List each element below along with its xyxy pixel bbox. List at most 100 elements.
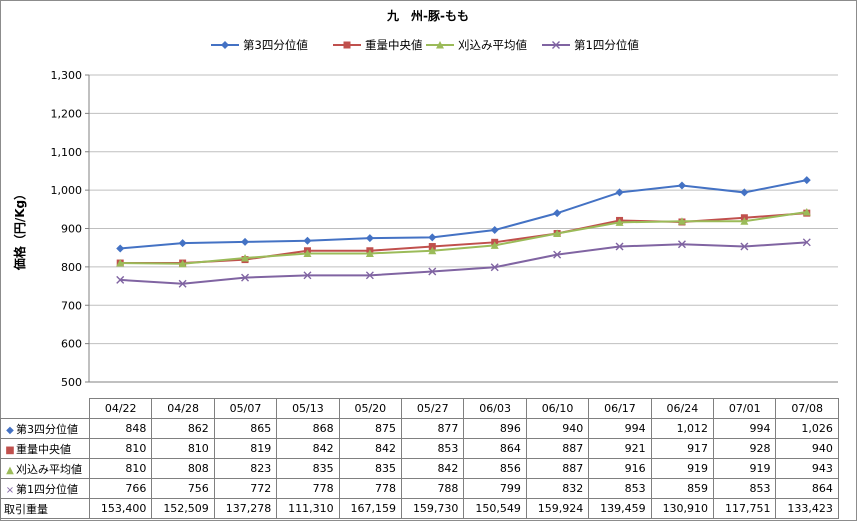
data-point: [178, 279, 187, 288]
data-label: 864: [463, 438, 527, 459]
data-label: 772: [213, 478, 278, 499]
legend-marker: [552, 41, 560, 49]
table-row: 取引重量 153,400 152,509 137,278 111,310 167,159 1…: [0, 498, 839, 519]
legend-marker: [436, 41, 444, 49]
data-label: 862: [151, 418, 215, 439]
data-label: 853: [401, 438, 465, 459]
y-axis-label: 価格（円/Kg）: [12, 188, 27, 271]
data-label: 133,423: [775, 498, 839, 519]
legend-marker: [343, 41, 351, 49]
data-point: [303, 236, 312, 245]
data-label: 153,400: [88, 498, 153, 519]
data-point: [740, 217, 749, 225]
legend-item: 重量中央値: [333, 38, 423, 52]
data-label: 819: [213, 438, 278, 459]
data-point: [740, 188, 749, 197]
y-axis: 500 600 700 800 900 1,000 1,100 1,200 1,300: [51, 69, 838, 389]
data-label: 856: [463, 458, 527, 479]
data-label: 848: [88, 418, 153, 439]
x-tick-label: 05/13: [276, 398, 340, 419]
data-label: 919: [650, 458, 715, 479]
data-point: [615, 218, 624, 226]
data-label: 810: [88, 458, 153, 479]
row-header: ◆ 第3四分位値: [0, 418, 90, 439]
row-marker-icon: ◆: [6, 424, 14, 436]
series-line: [120, 241, 807, 285]
data-label: 921: [588, 438, 652, 459]
table-corner: [0, 398, 90, 419]
data-label: 842: [338, 438, 403, 459]
data-point: [677, 181, 686, 190]
row-header: × 第1四分位値: [0, 478, 90, 499]
data-point: [802, 176, 811, 185]
x-tick-label: 05/07: [213, 398, 278, 419]
data-point: [428, 243, 436, 251]
series-4: [116, 238, 811, 288]
legend-item: 第1四分位値: [542, 38, 639, 52]
data-label: 111,310: [276, 498, 340, 519]
legend-marker: [221, 41, 229, 49]
data-label: 137,278: [213, 498, 278, 519]
data-point: [802, 238, 811, 247]
data-label: 917: [650, 438, 715, 459]
row-marker-icon: ■: [5, 444, 15, 456]
data-label: 859: [650, 478, 715, 499]
series-3: [116, 207, 811, 268]
x-tick-label: 06/03: [463, 398, 527, 419]
data-label: 766: [88, 478, 153, 499]
gridlines: [89, 74, 838, 383]
data-label: 868: [276, 418, 340, 439]
data-label: 842: [401, 458, 465, 479]
data-point: [553, 209, 562, 218]
data-label: 943: [775, 458, 839, 479]
row-header: ■重量中央値: [0, 438, 90, 459]
data-point: [365, 271, 374, 280]
legend-label: 重量中央値: [365, 38, 423, 52]
data-label: 835: [338, 458, 403, 479]
data-label: 832: [525, 478, 590, 499]
x-tick-label: 05/27: [401, 398, 465, 419]
legend-label: 第1四分位値: [574, 38, 639, 52]
data-point: [116, 275, 125, 284]
data-label: 994: [588, 418, 652, 439]
table-row: ◆ 第3四分位値 848 862 865 868 875 877 896 940 994 1,012 9…: [0, 418, 839, 439]
y-tick-label: 500: [61, 376, 82, 389]
data-point: [677, 217, 686, 225]
data-label: 994: [713, 418, 777, 439]
data-point: [241, 237, 250, 246]
data-label: 1,026: [775, 418, 839, 439]
x-tick-label: 04/22: [88, 398, 153, 419]
data-label: 823: [213, 458, 278, 479]
row-marker-icon: ▲: [6, 464, 14, 476]
data-point: [428, 233, 437, 242]
x-tick-label: 04/28: [151, 398, 215, 419]
data-label: 865: [213, 418, 278, 439]
series-line: [120, 211, 807, 265]
legend-label: 刈込み平均値: [458, 38, 527, 52]
data-label: 810: [88, 438, 153, 459]
data-label: 875: [338, 418, 403, 439]
data-label: 1,012: [650, 418, 715, 439]
row-header: 取引重量: [0, 498, 90, 519]
data-label: 842: [276, 438, 340, 459]
series-line: [120, 179, 807, 250]
data-label: 117,751: [713, 498, 777, 519]
row-marker-icon: ×: [5, 484, 15, 496]
x-tick-label: 05/20: [338, 398, 403, 419]
legend-item: 刈込み平均値: [426, 38, 527, 52]
plot-area: [116, 176, 811, 288]
data-point: [802, 207, 811, 216]
data-point: [615, 242, 624, 251]
y-tick-label: 1,300: [51, 69, 83, 82]
data-label: 887: [525, 458, 590, 479]
data-point: [365, 249, 374, 257]
data-label: 853: [713, 478, 777, 499]
data-label: 928: [713, 438, 777, 459]
chart-svg: 九 州-豚-もも 価格（円/Kg） 第3四分位値 重量中央値 刈込み平均値 第1四分位…: [12, 8, 838, 389]
legend: 第3四分位値 重量中央値 刈込み平均値 第1四分位値: [211, 38, 639, 52]
data-label: 916: [588, 458, 652, 479]
x-tick-label: 06/24: [650, 398, 715, 419]
data-label: 756: [151, 478, 215, 499]
data-label: 887: [525, 438, 590, 459]
data-point: [428, 267, 437, 276]
